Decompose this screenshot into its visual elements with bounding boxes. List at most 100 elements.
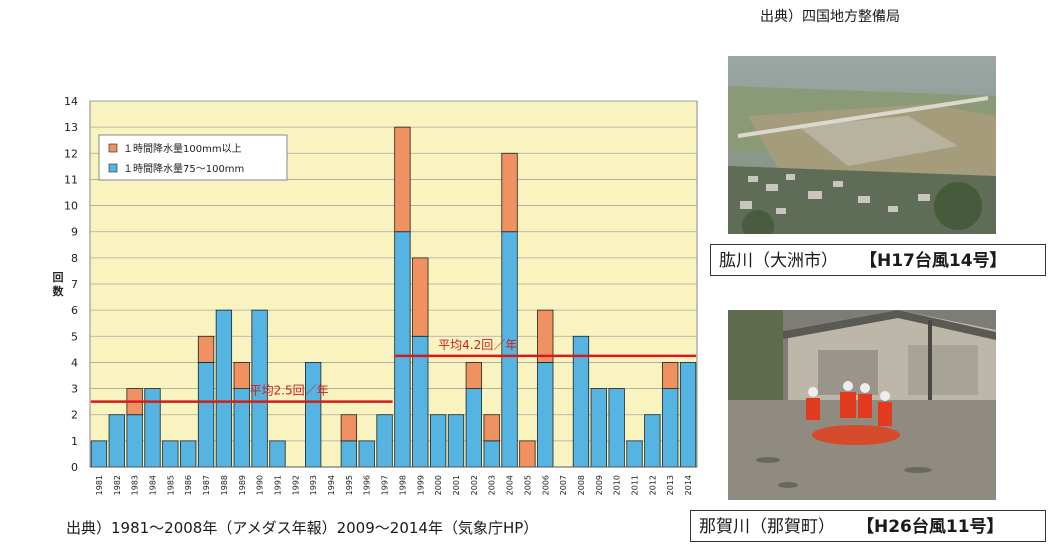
legend-swatch (108, 143, 118, 153)
bar-100plus (197, 335, 215, 363)
y-tick-label: 5 (71, 330, 78, 343)
bar-75-100 (233, 388, 250, 468)
x-tick-label: 1998 (398, 475, 407, 495)
bar-75-100 (483, 440, 500, 468)
x-tick-label: 2007 (559, 475, 568, 495)
x-tick-label: 2000 (434, 475, 443, 495)
legend-label: １時間降水量75～100mm (123, 162, 244, 175)
x-tick-label: 1992 (291, 475, 300, 495)
y-tick-label: 9 (71, 226, 78, 239)
bar-75-100 (269, 440, 286, 468)
x-tick-label: 1993 (309, 475, 318, 495)
bar-75-100 (197, 362, 215, 468)
legend-swatch (108, 163, 118, 173)
bar-100plus (233, 362, 250, 389)
bar-75-100 (662, 388, 679, 468)
x-tick-label: 2010 (613, 475, 622, 495)
photo-caption-2-event: 【H26台風11号】 (857, 517, 1004, 537)
x-tick-label: 2008 (577, 475, 586, 495)
bar-75-100 (215, 309, 233, 468)
y-tick-label: 14 (64, 95, 78, 108)
y-axis-label: 数 (53, 284, 65, 298)
bar-75-100 (590, 388, 607, 468)
y-tick-label: 13 (64, 121, 78, 134)
x-tick-label: 1988 (220, 475, 229, 495)
y-tick-label: 6 (71, 304, 78, 317)
x-tick-label: 1990 (256, 475, 265, 495)
flood-photo-rescue (728, 310, 996, 500)
x-tick-label: 2013 (666, 475, 675, 495)
bar-75-100 (429, 414, 447, 468)
source-top: 出典）四国地方整備局 (760, 9, 900, 25)
bar-75-100 (144, 388, 161, 468)
x-tick-label: 1994 (327, 475, 336, 495)
x-tick-label: 1999 (416, 475, 425, 495)
bar-100plus (662, 362, 679, 389)
bar-75-100 (340, 440, 358, 468)
x-tick-label: 2001 (452, 475, 461, 495)
bar-75-100 (162, 440, 179, 468)
average-label: 平均2.5回／年 (250, 384, 329, 398)
bar-75-100 (644, 414, 661, 468)
bar-75-100 (608, 388, 625, 468)
average-label: 平均4.2回／年 (438, 338, 517, 352)
y-tick-label: 2 (71, 409, 78, 422)
y-tick-label: 8 (71, 252, 78, 265)
x-tick-label: 1987 (202, 475, 211, 495)
bar-100plus (465, 362, 482, 389)
x-tick-label: 1982 (113, 475, 122, 495)
bar-100plus (340, 414, 358, 442)
flood-photo-aerial (728, 56, 996, 234)
x-tick-label: 1991 (273, 475, 282, 495)
x-tick-label: 1997 (381, 475, 390, 495)
bar-75-100 (90, 440, 108, 468)
x-tick-label: 2003 (488, 475, 497, 495)
bar-75-100 (626, 440, 643, 468)
y-tick-label: 1 (71, 435, 78, 448)
photo-caption-2-place: 那賀川（那賀町） (699, 517, 835, 537)
y-tick-label: 0 (71, 461, 78, 474)
x-tick-label: 2002 (470, 475, 479, 495)
x-tick-label: 2009 (595, 475, 604, 495)
x-tick-label: 1984 (148, 475, 157, 495)
x-tick-label: 2006 (541, 475, 550, 495)
x-tick-label: 1986 (184, 475, 193, 495)
bar-100plus (537, 309, 554, 363)
bar-75-100 (376, 414, 393, 468)
bar-75-100 (537, 362, 554, 468)
y-tick-label: 11 (64, 173, 78, 186)
y-axis-label: 回 (53, 270, 64, 284)
legend (98, 134, 288, 181)
x-tick-label: 1995 (345, 475, 354, 495)
bar-100plus (501, 152, 518, 233)
bar-75-100 (180, 440, 197, 468)
legend-label: １時間降水量100mm以上 (123, 142, 242, 155)
y-tick-label: 7 (71, 278, 78, 291)
y-tick-label: 12 (64, 147, 78, 160)
x-tick-label: 1989 (238, 475, 247, 495)
y-tick-label: 3 (71, 383, 78, 396)
photo-caption-1-event: 【H17台風14号】 (860, 251, 1007, 271)
bar-75-100 (679, 362, 697, 468)
y-tick-label: 4 (71, 356, 78, 369)
bar-75-100 (465, 388, 482, 468)
bar-75-100 (126, 414, 143, 468)
x-tick-label: 2004 (506, 475, 515, 495)
x-tick-label: 1985 (166, 475, 175, 495)
bar-75-100 (358, 440, 375, 468)
bar-100plus (519, 440, 536, 468)
bar-100plus (483, 414, 500, 442)
bar-75-100 (108, 414, 125, 468)
bar-75-100 (305, 362, 322, 468)
photo-caption-1: 肱川（大洲市） 【H17台風14号】 (710, 244, 1046, 276)
bar-100plus (412, 257, 429, 337)
x-tick-label: 2005 (523, 475, 532, 495)
photo-caption-1-place: 肱川（大洲市） (719, 251, 838, 271)
bar-75-100 (447, 414, 465, 468)
y-tick-label: 10 (64, 200, 78, 213)
x-tick-label: 1983 (131, 475, 140, 495)
x-tick-label: 2014 (684, 475, 693, 495)
x-tick-label: 1996 (363, 475, 372, 495)
x-tick-label: 2011 (631, 475, 640, 495)
